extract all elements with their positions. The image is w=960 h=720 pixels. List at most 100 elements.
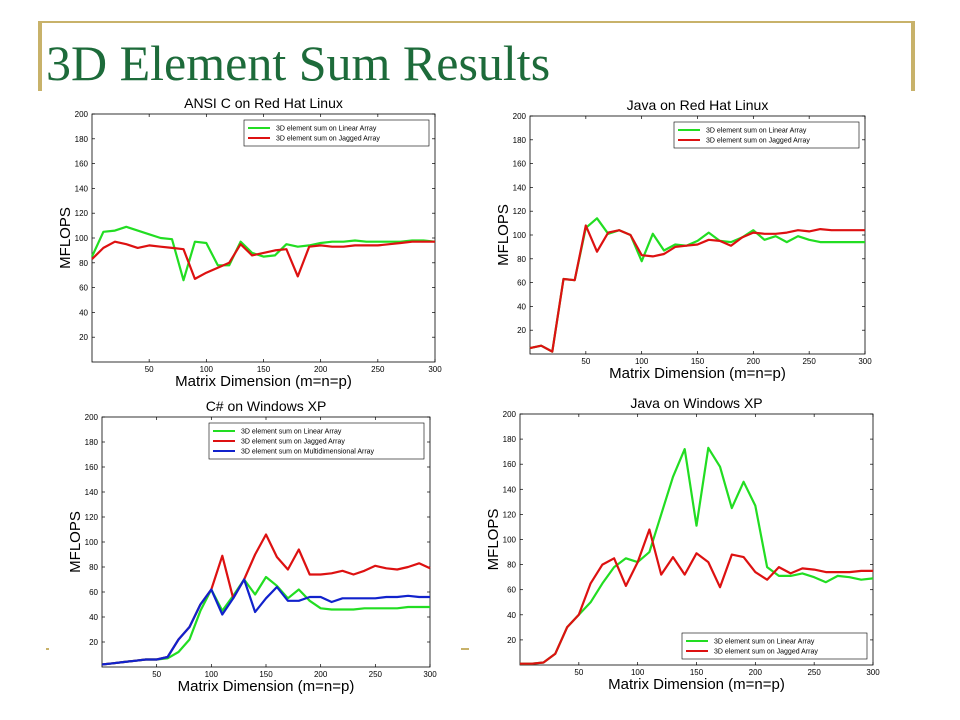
x-axis-label: Matrix Dimension (m=n=p) — [178, 678, 355, 695]
x-axis-label: Matrix Dimension (m=n=p) — [608, 676, 785, 693]
decorative-right-bar — [911, 21, 915, 91]
chart-svg: C# on Windows XP 20 40 60 80 100 120 140 160 180 2… — [67, 398, 437, 695]
x-tick-label: 250 — [807, 668, 821, 677]
series-line-3d-element-sum-on-jagged-array — [529, 224, 865, 353]
y-tick-label: 60 — [89, 588, 98, 597]
y-tick-label: 180 — [85, 438, 99, 447]
x-tick-label: 300 — [423, 670, 437, 679]
legend-entry: 3D element sum on Linear Array — [714, 639, 815, 646]
y-tick-label: 180 — [503, 435, 517, 444]
y-tick-label: 180 — [513, 136, 527, 145]
x-tick-label: 150 — [690, 668, 704, 677]
y-tick-label: 140 — [75, 184, 89, 193]
y-tick-label: 100 — [503, 536, 517, 545]
x-tick-label: 50 — [574, 668, 583, 677]
chart-title: Java on Red Hat Linux — [627, 97, 769, 113]
x-tick-label: 150 — [259, 670, 273, 679]
chart-title: ANSI C on Red Hat Linux — [184, 95, 343, 111]
x-tick-label: 200 — [747, 357, 761, 366]
x-tick-label: 150 — [257, 365, 271, 374]
y-axis-label: MFLOPS — [495, 204, 512, 266]
y-tick-label: 100 — [513, 231, 527, 240]
legend-entry: 3D element sum on Jagged Array — [276, 136, 380, 143]
series-line-3d-element-sum-on-jagged-array — [520, 528, 873, 665]
legend-entry: 3D element sum on Linear Array — [706, 128, 807, 135]
x-axis-label: Matrix Dimension (m=n=p) — [609, 365, 786, 382]
x-tick-label: 100 — [205, 670, 219, 679]
legend-box — [243, 119, 430, 147]
y-tick-label: 160 — [503, 460, 517, 469]
y-tick-label: 120 — [503, 510, 517, 519]
y-tick-label: 40 — [517, 302, 526, 311]
y-tick-label: 80 — [89, 563, 98, 572]
x-tick-label: 100 — [635, 357, 649, 366]
legend-entry: 3D element sum on Linear Array — [241, 429, 342, 436]
y-tick-label: 140 — [503, 485, 517, 494]
y-tick-label: 120 — [85, 513, 99, 522]
y-tick-label: 80 — [79, 259, 88, 268]
y-tick-label: 40 — [79, 308, 88, 317]
y-tick-label: 40 — [89, 613, 98, 622]
legend-entry: 3D element sum on Jagged Array — [241, 439, 345, 446]
chart-title: Java on Windows XP — [630, 395, 762, 411]
decorative-bottom-mark-left — [46, 648, 49, 650]
y-tick-label: 40 — [507, 611, 516, 620]
y-tick-label: 120 — [75, 209, 89, 218]
x-tick-label: 100 — [200, 365, 214, 374]
series-line-3d-element-sum-on-linear-array — [91, 225, 436, 282]
legend-box — [681, 632, 868, 660]
y-axis-label: MFLOPS — [67, 511, 84, 573]
legend-box — [673, 121, 860, 149]
x-tick-label: 300 — [858, 357, 872, 366]
x-tick-label: 200 — [749, 668, 763, 677]
x-tick-label: 50 — [145, 365, 154, 374]
y-tick-label: 200 — [75, 110, 89, 119]
x-axis-label: Matrix Dimension (m=n=p) — [175, 373, 352, 390]
legend-box — [208, 422, 425, 460]
x-tick-label: 50 — [152, 670, 161, 679]
chart-legend: 3D element sum on Linear Array 3D element… — [208, 422, 425, 460]
y-axis-label: MFLOPS — [485, 509, 502, 571]
legend-entry: 3D element sum on Multidimensional Array — [241, 449, 375, 456]
x-tick-label: 50 — [581, 357, 590, 366]
legend-entry: 3D element sum on Jagged Array — [706, 138, 810, 145]
x-tick-label: 250 — [371, 365, 385, 374]
chart-java-windows: Java on Windows XP 20 40 60 80 100 120 140 160 18… — [478, 390, 880, 700]
decorative-left-bar — [38, 21, 42, 91]
y-tick-label: 100 — [85, 538, 99, 547]
plot-area — [91, 113, 436, 363]
chart-ansi-c-linux: ANSI C on Red Hat Linux 20 40 60 80 100 120 140… — [50, 92, 442, 397]
y-tick-label: 80 — [507, 561, 516, 570]
chart-legend: 3D element sum on Linear Array 3D element… — [673, 121, 860, 149]
x-tick-label: 250 — [802, 357, 816, 366]
y-tick-label: 20 — [507, 636, 516, 645]
chart-legend: 3D element sum on Linear Array 3D element… — [243, 119, 430, 147]
y-tick-label: 180 — [75, 135, 89, 144]
y-tick-label: 120 — [513, 207, 527, 216]
x-tick-label: 250 — [369, 670, 383, 679]
chart-csharp-windows: C# on Windows XP 20 40 60 80 100 120 140 160 180 2… — [50, 395, 440, 700]
y-tick-label: 200 — [513, 112, 527, 121]
plot-area — [519, 413, 874, 666]
slide-title: 3D Element Sum Results — [46, 35, 551, 91]
y-tick-label: 60 — [79, 284, 88, 293]
y-tick-label: 20 — [89, 638, 98, 647]
decorative-top-rule — [38, 21, 915, 23]
x-tick-label: 300 — [866, 668, 880, 677]
plot-area — [529, 115, 866, 355]
y-tick-label: 160 — [75, 160, 89, 169]
x-tick-label: 300 — [428, 365, 442, 374]
y-tick-label: 20 — [79, 333, 88, 342]
x-tick-label: 200 — [314, 670, 328, 679]
y-tick-label: 160 — [513, 160, 527, 169]
decorative-bottom-mark-right — [461, 648, 469, 650]
y-tick-label: 140 — [513, 183, 527, 192]
chart-svg: Java on Red Hat Linux 20 40 60 80 100 120 140 16… — [495, 97, 872, 382]
y-tick-label: 200 — [503, 410, 517, 419]
y-tick-label: 60 — [507, 586, 516, 595]
y-tick-label: 60 — [517, 279, 526, 288]
x-tick-label: 200 — [314, 365, 328, 374]
y-tick-label: 200 — [85, 413, 99, 422]
y-tick-label: 140 — [85, 488, 99, 497]
legend-entry: 3D element sum on Linear Array — [276, 126, 377, 133]
